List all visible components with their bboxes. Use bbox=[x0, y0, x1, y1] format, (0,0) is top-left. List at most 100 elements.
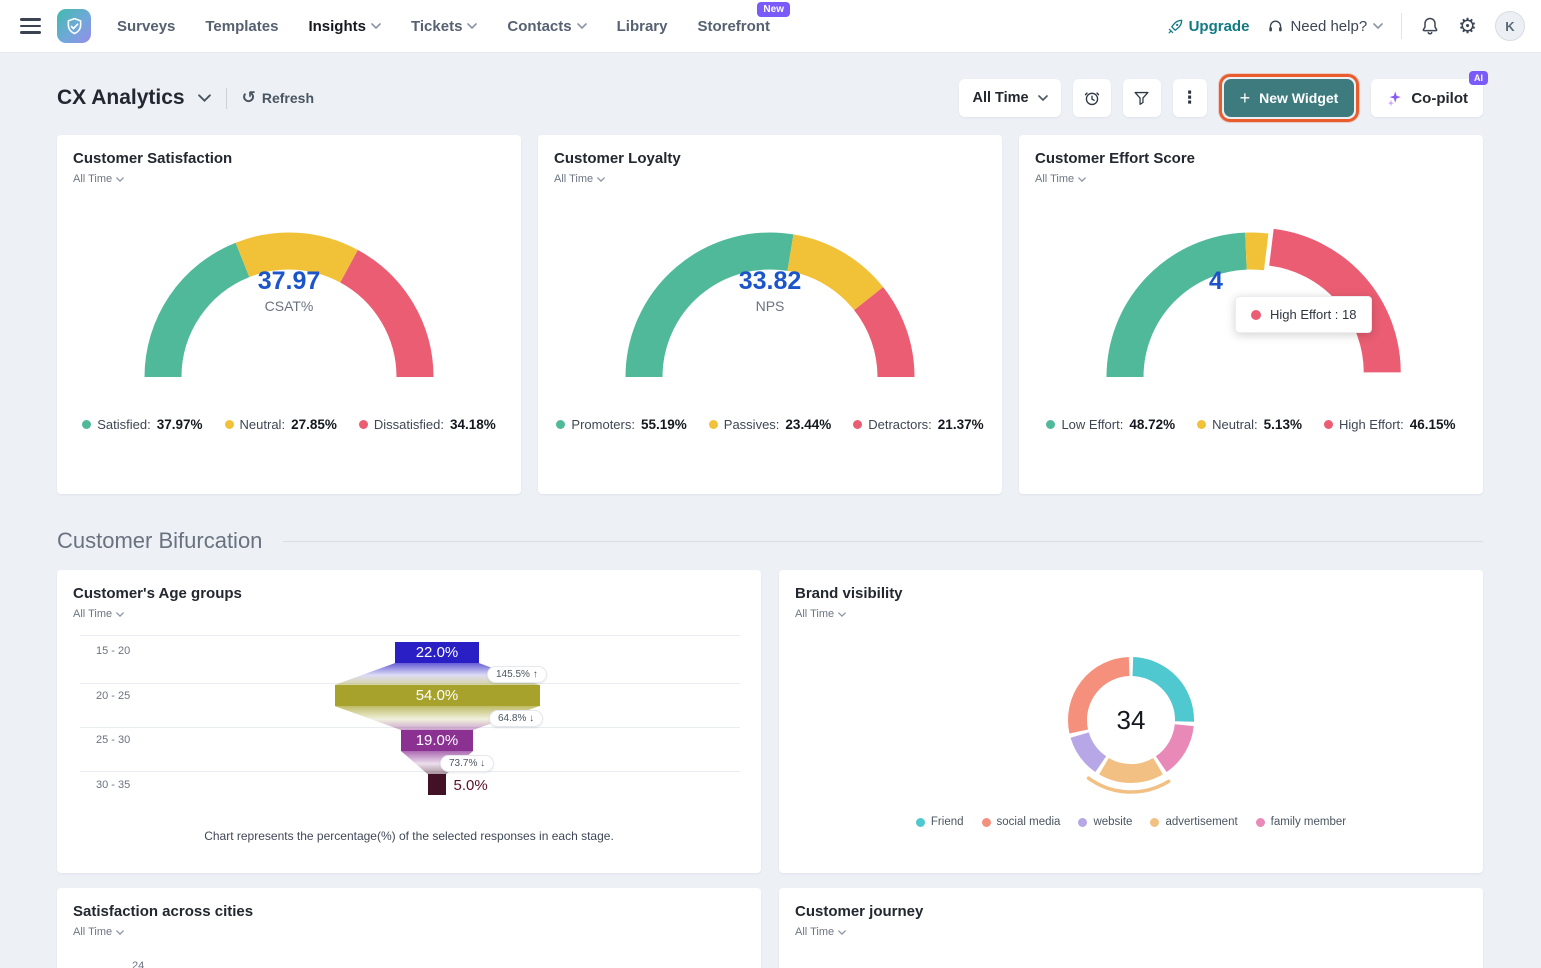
axis-label-partial: 24 bbox=[132, 960, 144, 968]
gauge-center-value: 33.82 NPS bbox=[600, 267, 940, 314]
refresh-icon: ↺ bbox=[242, 90, 256, 107]
funnel-bar[interactable]: 54.0% bbox=[335, 685, 540, 706]
legend-item[interactable]: Detractors: 21.37% bbox=[853, 417, 983, 432]
nav-item-library[interactable]: Library bbox=[617, 18, 668, 35]
funnel-bar-value: 5.0% bbox=[453, 777, 487, 794]
funnel-stage-label: 25 - 30 bbox=[96, 734, 130, 746]
card-time-filter[interactable]: All Time bbox=[1035, 173, 1086, 185]
legend-dot bbox=[982, 818, 991, 827]
card-title: Customer Satisfaction bbox=[73, 150, 505, 167]
legend-item[interactable]: Friend bbox=[916, 816, 964, 828]
legend-item[interactable]: Promoters: 55.19% bbox=[556, 417, 686, 432]
new-widget-button[interactable]: + New Widget bbox=[1224, 79, 1355, 117]
legend-dot bbox=[556, 420, 565, 429]
legend-item[interactable]: High Effort: 46.15% bbox=[1324, 417, 1456, 432]
legend-item[interactable]: family member bbox=[1256, 816, 1346, 828]
nav-item-contacts[interactable]: Contacts bbox=[507, 18, 586, 35]
legend-dot bbox=[709, 420, 718, 429]
plus-icon: + bbox=[1240, 89, 1251, 107]
nav-item-tickets[interactable]: Tickets bbox=[411, 18, 477, 35]
gauge-center-value: 4 bbox=[1011, 267, 1421, 298]
legend-item[interactable]: Low Effort: 48.72% bbox=[1046, 417, 1175, 432]
legend-dot bbox=[225, 420, 234, 429]
top-navigation-bar: Surveys Templates Insights Tickets Conta… bbox=[0, 0, 1541, 53]
gauge-center-value: 37.97 CSAT% bbox=[119, 267, 459, 314]
divider bbox=[226, 88, 227, 109]
chart-tooltip: High Effort : 18 bbox=[1235, 296, 1372, 333]
legend-dot bbox=[1256, 818, 1265, 827]
more-options-kebab-button[interactable]: ⋮ bbox=[1173, 79, 1207, 117]
app-logo[interactable] bbox=[57, 9, 91, 43]
legend-item[interactable]: Neutral: 5.13% bbox=[1197, 417, 1302, 432]
legend-item[interactable]: advertisement bbox=[1150, 816, 1237, 828]
legend-item[interactable]: Neutral: 27.85% bbox=[225, 417, 337, 432]
settings-gear-icon[interactable]: ⚙ bbox=[1458, 16, 1477, 37]
top-right-actions: Upgrade Need help? ⚙ K bbox=[1168, 11, 1525, 41]
chevron-down-icon bbox=[597, 177, 605, 182]
section-divider-line bbox=[283, 541, 1483, 542]
chevron-down-icon bbox=[577, 23, 587, 29]
upgrade-link[interactable]: Upgrade bbox=[1168, 18, 1250, 35]
funnel-row-line bbox=[80, 771, 740, 772]
nav-item-insights[interactable]: Insights bbox=[308, 18, 381, 35]
age-groups-card: Customer's Age groups All Time 15 - 2022… bbox=[57, 570, 761, 873]
gauge-legend: Satisfied: 37.97% Neutral: 27.85% Dissatis… bbox=[57, 417, 521, 432]
legend-item[interactable]: Dissatisfied: 34.18% bbox=[359, 417, 496, 432]
legend-item[interactable]: social media bbox=[982, 816, 1061, 828]
legend-dot bbox=[1078, 818, 1087, 827]
shield-check-icon bbox=[64, 16, 85, 37]
gauge-cards-row: Customer Satisfaction All Time 37.97 CSA… bbox=[57, 135, 1483, 494]
legend-dot bbox=[1150, 818, 1159, 827]
donut-legend: Friend social media website advertisement fa… bbox=[779, 816, 1483, 828]
chevron-down-icon bbox=[1373, 23, 1383, 29]
nav-item-storefront[interactable]: Storefront New bbox=[697, 18, 770, 35]
copilot-button[interactable]: Co-pilot AI bbox=[1371, 79, 1483, 117]
time-filter-dropdown[interactable]: All Time bbox=[959, 79, 1060, 117]
tooltip-series-dot bbox=[1251, 310, 1261, 320]
nav-item-surveys[interactable]: Surveys bbox=[117, 18, 175, 35]
funnel-bar[interactable]: 22.0% bbox=[395, 642, 479, 663]
filter-button[interactable] bbox=[1123, 79, 1161, 117]
legend-dot bbox=[359, 420, 368, 429]
nav-item-templates[interactable]: Templates bbox=[205, 18, 278, 35]
card-time-filter[interactable]: All Time bbox=[795, 608, 846, 620]
funnel-bar[interactable]: 19.0% bbox=[401, 730, 473, 751]
age-funnel-chart: 15 - 2022.0%145.5% ↑20 - 2554.0%64.8% ↓2… bbox=[57, 570, 761, 873]
rocket-icon bbox=[1168, 19, 1183, 34]
legend-item[interactable]: Satisfied: 37.97% bbox=[82, 417, 202, 432]
card-time-filter[interactable]: All Time bbox=[73, 926, 124, 938]
legend-item[interactable]: Passives: 23.44% bbox=[709, 417, 831, 432]
need-help-menu[interactable]: Need help? bbox=[1267, 18, 1383, 35]
section-title: Customer Bifurcation bbox=[57, 528, 262, 554]
chevron-down-icon bbox=[467, 23, 477, 29]
legend-dot bbox=[1046, 420, 1055, 429]
headset-icon bbox=[1267, 18, 1284, 35]
chevron-down-icon bbox=[1078, 177, 1086, 182]
gauge-legend: Low Effort: 48.72% Neutral: 5.13% High Eff… bbox=[1019, 417, 1483, 432]
legend-dot bbox=[1324, 420, 1333, 429]
card-title: Brand visibility bbox=[795, 585, 1467, 602]
refresh-button[interactable]: ↺ Refresh bbox=[242, 90, 314, 107]
funnel-stage-label: 20 - 25 bbox=[96, 690, 130, 702]
customer-loyalty-card: Customer Loyalty All Time 33.82 NPS Prom… bbox=[538, 135, 1002, 494]
satisfaction-across-cities-card: Satisfaction across cities All Time 24 bbox=[57, 888, 761, 968]
user-avatar[interactable]: K bbox=[1495, 11, 1525, 41]
card-time-filter[interactable]: All Time bbox=[795, 926, 846, 938]
page-title: CX Analytics bbox=[57, 86, 185, 110]
brand-visibility-card: Brand visibility All Time 34 Friendsocia… bbox=[779, 570, 1483, 873]
divider bbox=[1401, 13, 1402, 39]
card-time-filter[interactable]: All Time bbox=[73, 173, 124, 185]
chart-caption: Chart represents the percentage(%) of th… bbox=[57, 829, 761, 843]
hamburger-menu-icon[interactable] bbox=[20, 18, 41, 33]
dashboard-switcher-chevron-icon[interactable] bbox=[198, 94, 211, 102]
customer-effort-score-card: Customer Effort Score All Time 4 High Ef… bbox=[1019, 135, 1483, 494]
card-time-filter[interactable]: All Time bbox=[554, 173, 605, 185]
legend-dot bbox=[1197, 420, 1206, 429]
legend-item[interactable]: website bbox=[1078, 816, 1132, 828]
notifications-bell-icon[interactable] bbox=[1420, 16, 1440, 36]
chevron-down-icon bbox=[1038, 95, 1048, 101]
schedule-report-button[interactable] bbox=[1073, 79, 1111, 117]
card-title: Customer journey bbox=[795, 903, 1467, 920]
funnel-bar[interactable] bbox=[428, 774, 447, 795]
primary-nav: Surveys Templates Insights Tickets Conta… bbox=[117, 18, 770, 35]
